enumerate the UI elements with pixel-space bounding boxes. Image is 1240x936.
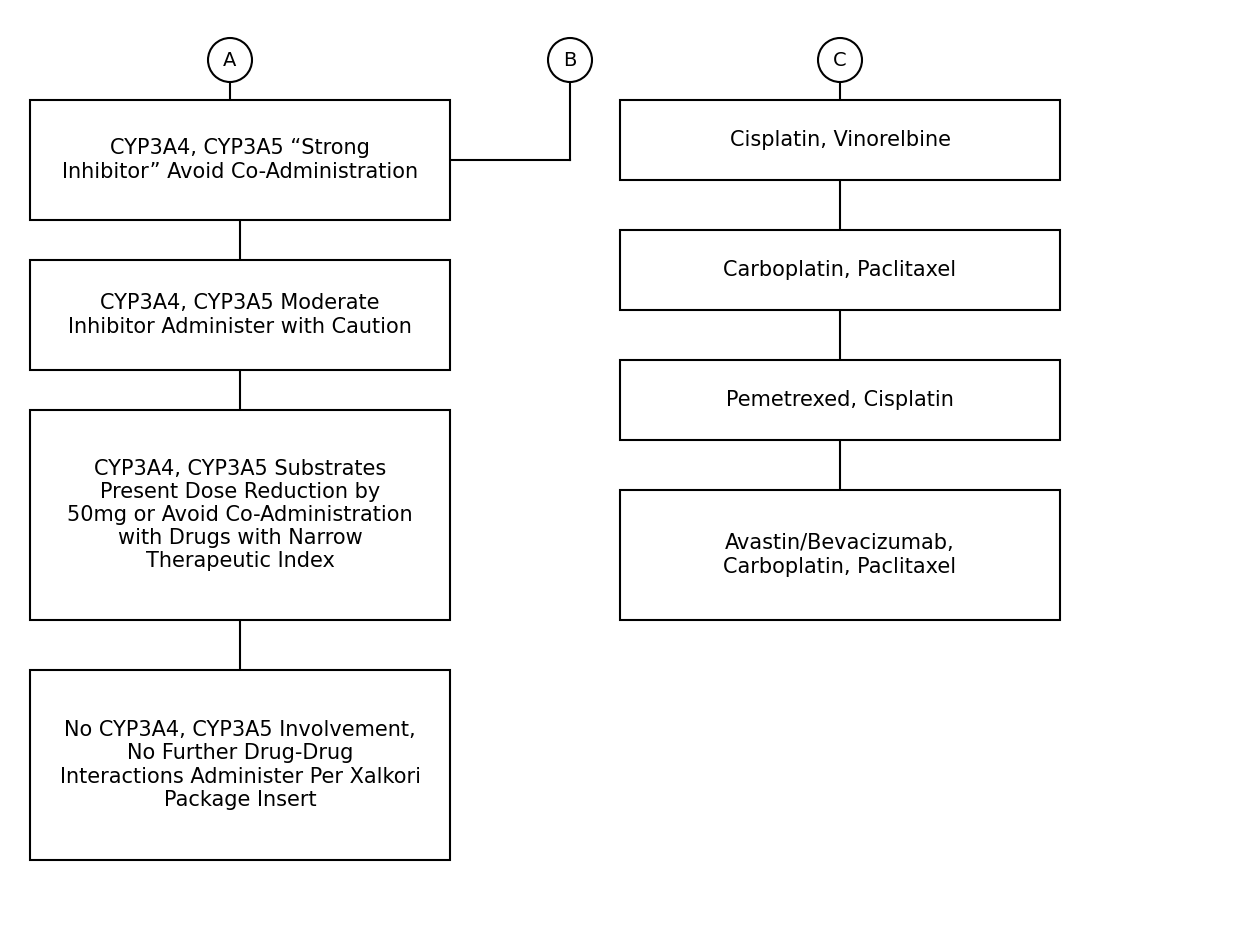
Text: C: C <box>833 51 847 69</box>
Bar <box>620 490 1060 620</box>
Bar <box>30 410 450 620</box>
Text: CYP3A4, CYP3A5 “Strong
Inhibitor” Avoid Co-Administration: CYP3A4, CYP3A5 “Strong Inhibitor” Avoid … <box>62 139 418 182</box>
Circle shape <box>548 38 591 82</box>
Bar <box>30 670 450 860</box>
Bar <box>30 260 450 370</box>
Text: CYP3A4, CYP3A5 Substrates
Present Dose Reduction by
50mg or Avoid Co-Administrat: CYP3A4, CYP3A5 Substrates Present Dose R… <box>67 459 413 571</box>
Text: CYP3A4, CYP3A5 Moderate
Inhibitor Administer with Caution: CYP3A4, CYP3A5 Moderate Inhibitor Admini… <box>68 293 412 337</box>
Text: Pemetrexed, Cisplatin: Pemetrexed, Cisplatin <box>727 390 954 410</box>
Text: Carboplatin, Paclitaxel: Carboplatin, Paclitaxel <box>723 260 956 280</box>
Text: Avastin/Bevacizumab,
Carboplatin, Paclitaxel: Avastin/Bevacizumab, Carboplatin, Paclit… <box>723 534 956 577</box>
Bar <box>620 100 1060 180</box>
Text: B: B <box>563 51 577 69</box>
Text: Cisplatin, Vinorelbine: Cisplatin, Vinorelbine <box>729 130 951 150</box>
Bar <box>620 230 1060 310</box>
Bar <box>620 360 1060 440</box>
Text: No CYP3A4, CYP3A5 Involvement,
No Further Drug-Drug
Interactions Administer Per : No CYP3A4, CYP3A5 Involvement, No Furthe… <box>60 720 420 810</box>
Circle shape <box>818 38 862 82</box>
Bar <box>30 100 450 220</box>
Text: A: A <box>223 51 237 69</box>
Circle shape <box>208 38 252 82</box>
